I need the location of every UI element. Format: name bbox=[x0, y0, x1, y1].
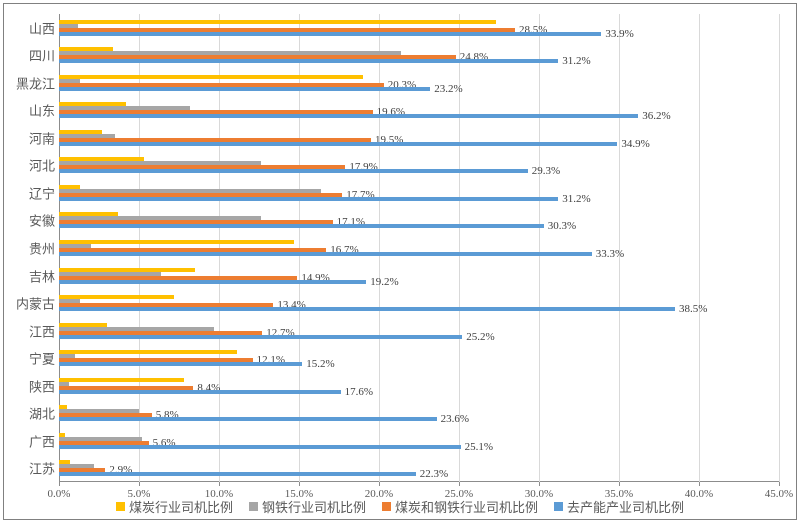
x-tick bbox=[299, 482, 300, 486]
legend-item: 去产能产业司机比例 bbox=[554, 497, 684, 516]
category-label: 黑龙江 bbox=[0, 73, 59, 92]
bar-value-label: 33.9% bbox=[605, 28, 633, 40]
x-tick bbox=[139, 482, 140, 486]
category-label: 安徽 bbox=[0, 211, 59, 230]
legend: 煤炭行业司机比例 钢铁行业司机比例 煤炭和钢铁行业司机比例 去产能产业司机比例 bbox=[4, 497, 796, 516]
legend-swatch bbox=[382, 502, 391, 511]
gridline bbox=[699, 14, 700, 482]
bar bbox=[59, 224, 544, 228]
bar-value-label: 30.3% bbox=[548, 220, 576, 232]
bar-value-label: 29.3% bbox=[532, 165, 560, 177]
category-label: 河南 bbox=[0, 128, 59, 147]
gridline bbox=[539, 14, 540, 482]
bar bbox=[59, 20, 496, 24]
bar-value-label: 36.2% bbox=[642, 110, 670, 122]
bar bbox=[59, 472, 416, 476]
bar-value-label: 19.2% bbox=[370, 276, 398, 288]
category-label: 河北 bbox=[0, 156, 59, 175]
category-label: 内蒙古 bbox=[0, 294, 59, 313]
legend-label: 钢铁行业司机比例 bbox=[262, 497, 366, 516]
bar-value-label: 23.6% bbox=[441, 413, 469, 425]
category-label: 吉林 bbox=[0, 266, 59, 285]
legend-swatch bbox=[554, 502, 563, 511]
legend-swatch bbox=[116, 502, 125, 511]
bar bbox=[59, 350, 237, 354]
bar-value-label: 31.2% bbox=[562, 55, 590, 67]
bar bbox=[59, 197, 558, 201]
category-label: 广西 bbox=[0, 431, 59, 450]
bar-value-label: 38.5% bbox=[679, 303, 707, 315]
bar bbox=[59, 307, 675, 311]
x-tick bbox=[779, 482, 780, 486]
bar bbox=[59, 87, 430, 91]
bar bbox=[59, 32, 601, 36]
bar bbox=[59, 169, 528, 173]
legend-item: 钢铁行业司机比例 bbox=[249, 497, 366, 516]
legend-label: 煤炭和钢铁行业司机比例 bbox=[395, 497, 538, 516]
legend-label: 去产能产业司机比例 bbox=[567, 497, 684, 516]
bar bbox=[59, 142, 617, 146]
plot-area: 0.0%5.0%10.0%15.0%20.0%25.0%30.0%35.0%40… bbox=[59, 14, 779, 482]
bar bbox=[59, 114, 638, 118]
bar bbox=[59, 378, 184, 382]
category-label: 山东 bbox=[0, 101, 59, 120]
bar-value-label: 33.3% bbox=[596, 248, 624, 260]
bar bbox=[59, 75, 363, 79]
x-tick bbox=[379, 482, 380, 486]
chart-frame: 0.0%5.0%10.0%15.0%20.0%25.0%30.0%35.0%40… bbox=[3, 3, 797, 520]
category-label: 宁夏 bbox=[0, 349, 59, 368]
bar-value-label: 17.6% bbox=[345, 386, 373, 398]
category-label: 陕西 bbox=[0, 376, 59, 395]
bar bbox=[59, 335, 462, 339]
bar bbox=[59, 362, 302, 366]
bar bbox=[59, 390, 341, 394]
x-tick bbox=[219, 482, 220, 486]
category-label: 江苏 bbox=[0, 459, 59, 478]
bar-value-label: 15.2% bbox=[306, 358, 334, 370]
bar-value-label: 31.2% bbox=[562, 193, 590, 205]
bar-value-label: 25.1% bbox=[465, 441, 493, 453]
legend-swatch bbox=[249, 502, 258, 511]
x-tick bbox=[619, 482, 620, 486]
bar-value-label: 34.9% bbox=[621, 138, 649, 150]
category-label: 山西 bbox=[0, 18, 59, 37]
bar bbox=[59, 240, 294, 244]
bar-value-label: 23.2% bbox=[434, 83, 462, 95]
legend-label: 煤炭行业司机比例 bbox=[129, 497, 233, 516]
bar bbox=[59, 280, 366, 284]
x-tick bbox=[59, 482, 60, 486]
category-label: 湖北 bbox=[0, 404, 59, 423]
bar bbox=[59, 252, 592, 256]
legend-item: 煤炭行业司机比例 bbox=[116, 497, 233, 516]
bar-value-label: 25.2% bbox=[466, 331, 494, 343]
x-tick bbox=[459, 482, 460, 486]
bar bbox=[59, 59, 558, 63]
legend-item: 煤炭和钢铁行业司机比例 bbox=[382, 497, 538, 516]
bar bbox=[59, 445, 461, 449]
category-label: 辽宁 bbox=[0, 183, 59, 202]
category-label: 贵州 bbox=[0, 239, 59, 258]
gridline bbox=[779, 14, 780, 482]
x-axis-line bbox=[59, 481, 779, 482]
category-label: 四川 bbox=[0, 46, 59, 65]
bar-value-label: 22.3% bbox=[420, 468, 448, 480]
category-label: 江西 bbox=[0, 321, 59, 340]
x-tick bbox=[699, 482, 700, 486]
x-tick bbox=[539, 482, 540, 486]
bar bbox=[59, 417, 437, 421]
